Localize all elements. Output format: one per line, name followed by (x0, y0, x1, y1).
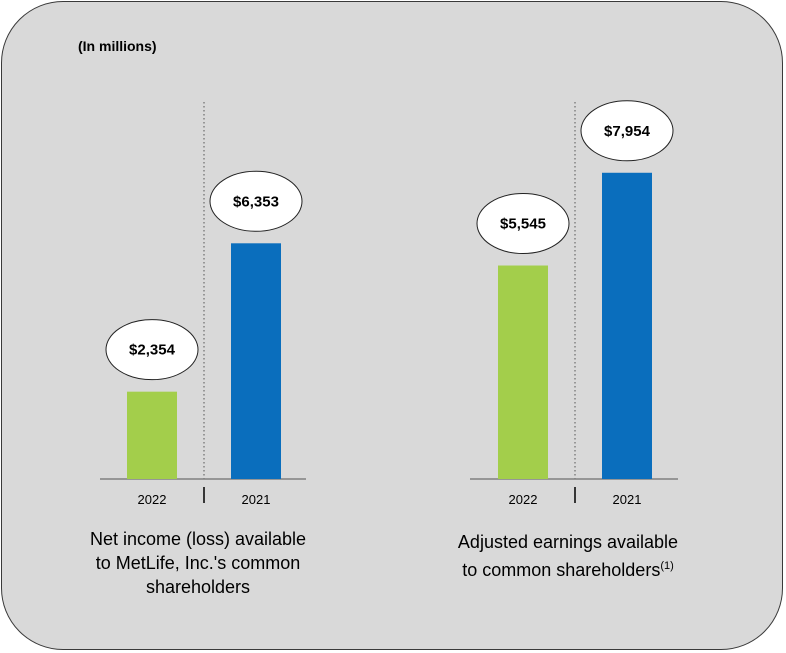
chart-1-data-label: $2,354 (129, 342, 176, 359)
chart-1-data-label-bubble (209, 170, 303, 232)
chart-1-caption-line: shareholders (145, 577, 251, 597)
chart-1-caption: Net income (loss) available to MetLife, … (60, 527, 336, 599)
units-label: (In millions) (78, 38, 157, 54)
chart-2-data-label-bubble (476, 193, 570, 255)
chart-2-data-label: $5,545 (500, 216, 546, 233)
footnote-marker: (1) (660, 560, 674, 572)
chart-2-caption-line: to common shareholders(1) (430, 554, 706, 582)
chart-1-bar-2021 (231, 243, 281, 479)
chart-1-category-label: 2022 (138, 492, 167, 507)
chart-2-caption: Adjusted earnings available to common sh… (430, 530, 706, 582)
chart-2-bar-2022 (498, 265, 548, 479)
chart-1-caption-line: Net income (loss) available (89, 529, 307, 549)
chart-2-category-label: 2022 (509, 492, 538, 507)
chart-1-category-label: 2021 (242, 492, 271, 507)
chart-1-data-label: $6,353 (233, 193, 279, 210)
chart-2-caption-line: Adjusted earnings available (457, 532, 679, 552)
chart-2-data-label-bubble (580, 100, 674, 162)
chart-2-category-label: 2021 (613, 492, 642, 507)
chart-2-bar-2021 (602, 172, 652, 479)
chart-1-caption-line: to MetLife, Inc.'s common (95, 553, 301, 573)
chart-2-caption-line-text: to common shareholders (462, 560, 661, 580)
chart-1-data-label-bubble (105, 319, 199, 381)
chart-1-bar-2022 (127, 391, 177, 479)
chart-2-data-label: $7,954 (604, 123, 651, 140)
